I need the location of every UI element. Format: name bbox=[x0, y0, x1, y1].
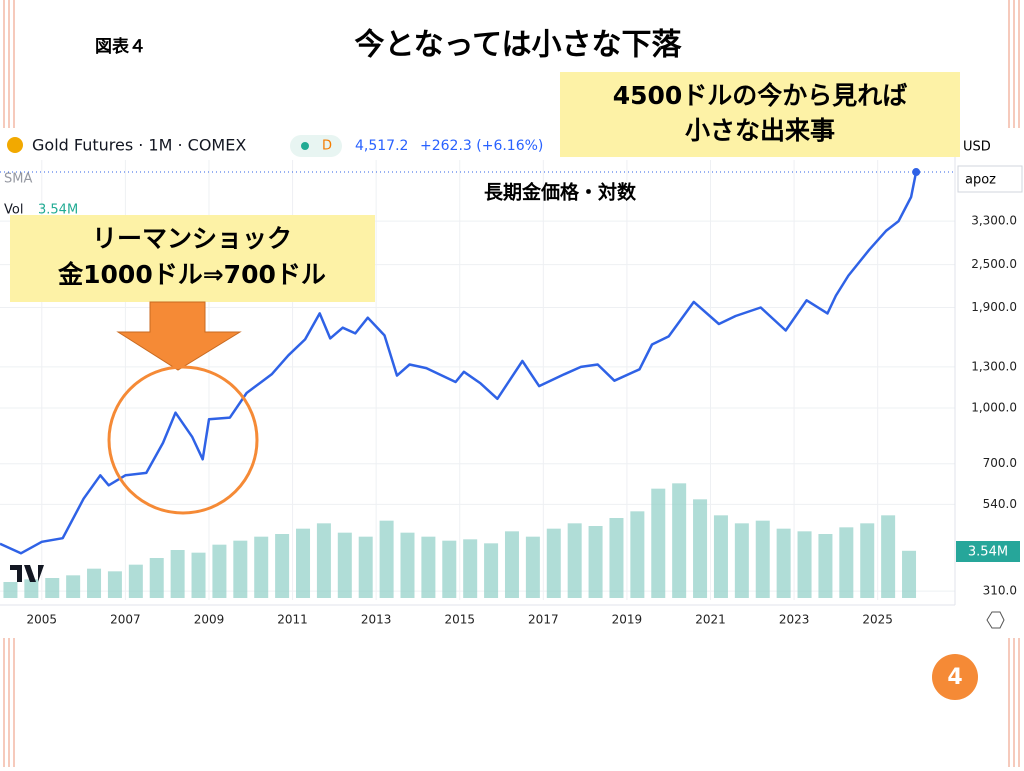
volume-bar bbox=[588, 526, 603, 598]
volume-bar bbox=[212, 544, 227, 598]
volume-bar bbox=[504, 531, 519, 598]
figure-label: 図表４ bbox=[95, 36, 146, 57]
x-tick-label: 2005 bbox=[27, 613, 58, 627]
y-tick-label: 1,300.0 bbox=[971, 359, 1017, 373]
volume-bar bbox=[651, 488, 666, 598]
change: +262.3 (+6.16%) bbox=[420, 138, 543, 154]
plot: 310.0 540.0 700.0 1,000.0 1,300.0 1,900.0 2,50… bbox=[0, 128, 1023, 629]
status-pill bbox=[290, 135, 342, 157]
volume-bar bbox=[630, 511, 645, 598]
volume-bar bbox=[316, 523, 331, 598]
volume-bar bbox=[358, 536, 373, 598]
volume-bar bbox=[191, 552, 206, 598]
callout-box bbox=[10, 215, 375, 302]
sma-label: SMA bbox=[4, 172, 32, 187]
last-value: 4,517.2 bbox=[355, 138, 408, 154]
y-tick-label: 1,000.0 bbox=[971, 400, 1017, 414]
volume-bar bbox=[839, 527, 854, 598]
volume-bar bbox=[463, 539, 478, 598]
y-tick-label: 2,500.0 bbox=[971, 257, 1017, 271]
volume-bar bbox=[254, 536, 269, 598]
x-tick-label: 2013 bbox=[361, 613, 392, 627]
callout-text: 金1000ドル⇒700ドル bbox=[57, 260, 326, 289]
volume-bar bbox=[672, 483, 687, 598]
highlight-text: 小さな出来事 bbox=[685, 116, 835, 145]
volume-bar bbox=[734, 523, 749, 598]
volume-bar bbox=[881, 515, 896, 598]
volume-bar bbox=[755, 520, 770, 598]
volume-bar bbox=[609, 518, 624, 598]
vol-tag bbox=[956, 541, 1020, 562]
volume-bar bbox=[442, 540, 457, 598]
y-tick-label: 1,900.0 bbox=[971, 300, 1017, 314]
volume-bar bbox=[233, 540, 248, 598]
y-tick-label: 700.0 bbox=[983, 456, 1017, 470]
x-tick-label: 2023 bbox=[779, 613, 810, 627]
scale-menu: apoz bbox=[965, 173, 996, 188]
y-tick-label: 3,300.0 bbox=[971, 214, 1017, 228]
volume-bar bbox=[818, 534, 833, 598]
chart-title: 長期金価格・対数 bbox=[484, 181, 637, 204]
volume-bar bbox=[776, 528, 791, 598]
settings-icon bbox=[986, 611, 1005, 629]
page-badge bbox=[932, 654, 978, 700]
tv-logo bbox=[10, 565, 44, 582]
volume-bar bbox=[797, 531, 812, 598]
volume-bar bbox=[275, 534, 290, 598]
symbol: Gold Futures · 1M · COMEX bbox=[32, 136, 246, 155]
symbol-icon bbox=[7, 137, 23, 153]
price-line bbox=[0, 171, 918, 555]
callout-text: リーマンショック bbox=[92, 224, 292, 253]
volume-bar bbox=[567, 523, 582, 598]
volume-bar bbox=[379, 520, 394, 598]
vol-label: Vol bbox=[4, 203, 23, 218]
page-number: 4 bbox=[947, 665, 962, 690]
x-tick-label: 2021 bbox=[695, 613, 726, 627]
arrow bbox=[116, 301, 242, 371]
volume-bar bbox=[525, 536, 540, 598]
volume-bar bbox=[713, 515, 728, 598]
volume-bar bbox=[421, 536, 436, 598]
currency: USD bbox=[963, 140, 991, 155]
x-tick-label: 2011 bbox=[277, 613, 308, 627]
volume-bar bbox=[400, 532, 415, 598]
badge: D bbox=[322, 139, 332, 154]
volume-bar bbox=[296, 528, 311, 598]
highlight-box bbox=[560, 72, 960, 157]
x-tick-label: 2019 bbox=[612, 613, 643, 627]
y-tick-label: 540.0 bbox=[983, 497, 1017, 511]
highlight-circle bbox=[107, 365, 259, 515]
scale-menu-box bbox=[957, 165, 1023, 193]
x-tick-label: 2025 bbox=[862, 613, 893, 627]
volume-bar bbox=[45, 578, 60, 598]
vol-tag-label: 3.54M bbox=[968, 545, 1008, 560]
volume-bar bbox=[902, 550, 917, 598]
volume-bar bbox=[66, 575, 81, 598]
volume-bar bbox=[693, 499, 708, 598]
status-dot bbox=[301, 142, 309, 150]
x-tick-label: 2007 bbox=[110, 613, 141, 627]
volume-bar bbox=[87, 568, 102, 598]
x-tick-label: 2015 bbox=[444, 613, 475, 627]
volume-bar bbox=[107, 571, 122, 598]
highlight-text: 4500ドルの今から見れば bbox=[613, 81, 908, 110]
volume-bar bbox=[337, 532, 352, 598]
x-tick-label: 2009 bbox=[194, 613, 225, 627]
slide-title: 今となっては小さな下落 bbox=[355, 28, 683, 63]
vol-value: 3.54M bbox=[38, 203, 78, 218]
volume-bar bbox=[860, 523, 875, 598]
volume-bar bbox=[546, 528, 561, 598]
volume-bar bbox=[149, 558, 164, 598]
volume-bar bbox=[24, 579, 39, 598]
volume-bar bbox=[3, 582, 18, 598]
volume-bar bbox=[128, 564, 143, 598]
volume-bar bbox=[484, 543, 499, 598]
volume-bar bbox=[170, 550, 185, 598]
x-tick-label: 2017 bbox=[528, 613, 559, 627]
last-point bbox=[912, 168, 921, 177]
y-tick-label: 310.0 bbox=[983, 584, 1017, 598]
